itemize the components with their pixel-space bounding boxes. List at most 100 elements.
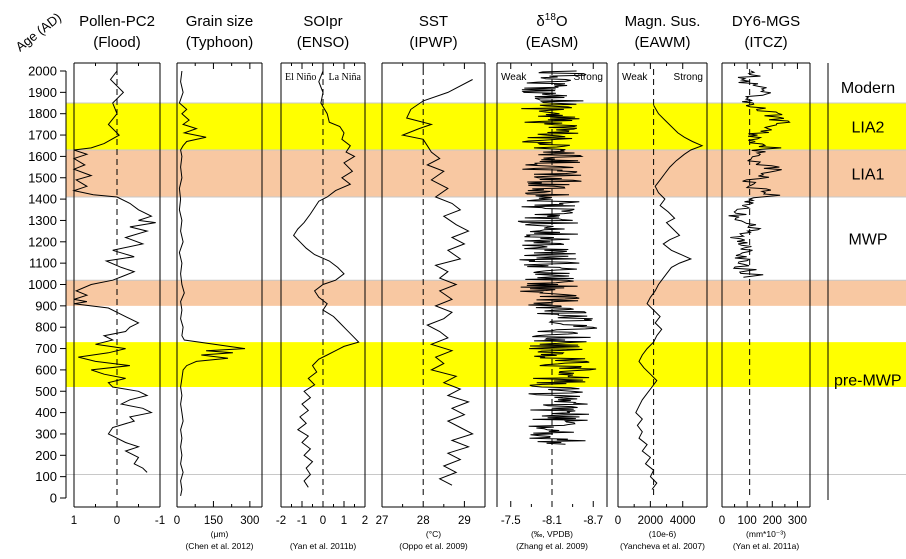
panel-right-label: Strong [674,72,703,83]
y-axis: 0 100 200 300 400 500 600 700 800 900 1000 1100 1200… [13,10,67,506]
period-labels: Modern LIA2 LIA1 MWP pre-MWP [827,63,902,500]
panel-title: SOIpr [303,13,342,30]
x-tick-label: -2 [276,515,286,527]
panel-subtitle: (EASM) [526,34,579,51]
panel-right-label: La Niña [329,72,362,83]
x-tick-label: -1 [155,515,165,527]
panel-title: δ18O [536,12,567,30]
panel-6: 0 100 200 300 DY6-MGS (ITCZ) (mm*10⁻³) (Yan et … [719,13,811,551]
y-tick-label: 300 [35,426,57,441]
panel-unit: (‰, VPDB) [531,529,573,539]
x-tick-label: 0 [320,515,326,527]
x-tick-label: 0 [114,515,120,527]
panel-unit: (mm*10⁻³) [746,529,786,539]
x-tick-label: 0 [174,515,180,527]
panel-left-label: Weak [622,72,648,83]
y-tick-label: 1700 [28,128,57,143]
x-tick-label: 150 [204,515,223,527]
panel-citation: (Oppo et al. 2009) [399,541,468,551]
panel-subtitle: (IPWP) [409,34,457,51]
y-tick-label: 200 [35,448,57,463]
x-tick-label: 27 [376,515,389,527]
panel-1: 0 150 300 Grain size (Typhoon) (μm) (Chen et a… [174,13,263,551]
panel-citation: (Yancheva et al. 2007) [620,541,705,551]
series-line [72,70,156,473]
y-tick-label: 1100 [29,256,57,271]
panel-4: -7.5 -8.1 -8.7 δ18O (EASM) Weak Strong (‰, VPDB… [496,12,608,551]
series-line [635,104,704,490]
y-tick-label: 1600 [28,149,57,164]
panel-title: SST [419,13,448,30]
panel-5: 0 2000 4000 Magn. Sus. (EAWM) Weak Strong (10e-… [615,13,708,551]
panel-3: 27 28 29 SST (IPWP) (°C) (Oppo et al. 2009) [376,13,486,551]
y-tick-label: 1900 [28,85,57,100]
panel-title: Grain size [186,13,254,30]
y-tick-label: 600 [35,362,57,377]
panel-2: -2 -1 0 1 2 SOIpr (ENSO) El Niño La Niña (Yan et … [276,13,368,551]
period-band-5 [66,342,906,387]
proxy-panels: 1 0 -1 Pollen-PC2 (Flood) 0 150 300 Grain size (T… [71,12,811,551]
y-tick-label: 1200 [28,234,57,249]
y-tick-label: 900 [35,298,57,313]
panel-citation: (Zhang et al. 2009) [516,541,588,551]
series-line [728,70,791,278]
x-tick-label: 28 [417,515,430,527]
panel-title: Magn. Sus. [625,13,701,30]
panel-citation: (Yan et al. 2011b) [290,541,356,551]
series-line [517,70,598,445]
panel-citation: (Yan et al. 2011a) [733,541,799,551]
x-tick-label: 100 [738,515,757,527]
panel-subtitle: (Typhoon) [186,34,254,51]
x-tick-label: -7.5 [501,515,521,527]
panel-subtitle: (EAWM) [634,34,690,51]
x-tick-label: -8.7 [583,515,603,527]
x-tick-label: 4000 [670,515,696,527]
y-tick-label: 1300 [28,213,57,228]
panel-0: 1 0 -1 Pollen-PC2 (Flood) [71,13,165,527]
y-tick-label: 0 [50,491,57,506]
series-line [178,70,246,496]
panel-unit: (μm) [211,529,229,539]
x-tick-label: 1 [71,515,77,527]
period-label: Modern [841,80,895,97]
y-tick-label: 1000 [28,277,57,292]
period-label: LIA2 [852,120,885,137]
x-tick-label: 0 [719,515,725,527]
title-superscript: 18 [545,12,557,23]
panel-subtitle: (Flood) [93,34,141,51]
panel-unit: (°C) [426,529,441,539]
y-tick-label: 1500 [28,170,57,185]
title-element: O [556,13,568,30]
x-tick-label: -1 [297,515,307,527]
title-delta: δ [536,13,544,30]
x-tick-label: 300 [240,515,259,527]
period-band-4 [66,280,906,306]
series-line [292,70,360,488]
panel-left-label: Weak [501,72,527,83]
x-tick-label: 200 [763,515,782,527]
y-tick-label: 1400 [28,192,57,207]
panel-right-label: Strong [574,72,603,83]
panel-left-label: El Niño [285,72,316,83]
y-tick-label: 700 [35,341,57,356]
period-band-1 [66,103,906,150]
period-bands [66,102,906,476]
x-tick-label: 300 [788,515,807,527]
period-band-2 [66,149,906,197]
x-tick-label: 2000 [638,515,664,527]
series-line [400,79,474,486]
y-tick-label: 800 [35,320,57,335]
panel-citation: (Chen et al. 2012) [185,541,253,551]
x-tick-label: 0 [615,515,621,527]
panel-subtitle: (ENSO) [297,34,350,51]
period-label: MWP [848,232,887,249]
y-tick-label: 1800 [28,106,57,121]
y-axis-label: Age (AD) [13,10,64,55]
y-tick-label: 500 [35,384,57,399]
y-tick-label: 400 [35,405,57,420]
x-tick-label: -8.1 [542,515,562,527]
period-label: LIA1 [852,166,885,183]
y-tick-label: 2000 [28,64,57,79]
panel-title: DY6-MGS [732,13,800,30]
